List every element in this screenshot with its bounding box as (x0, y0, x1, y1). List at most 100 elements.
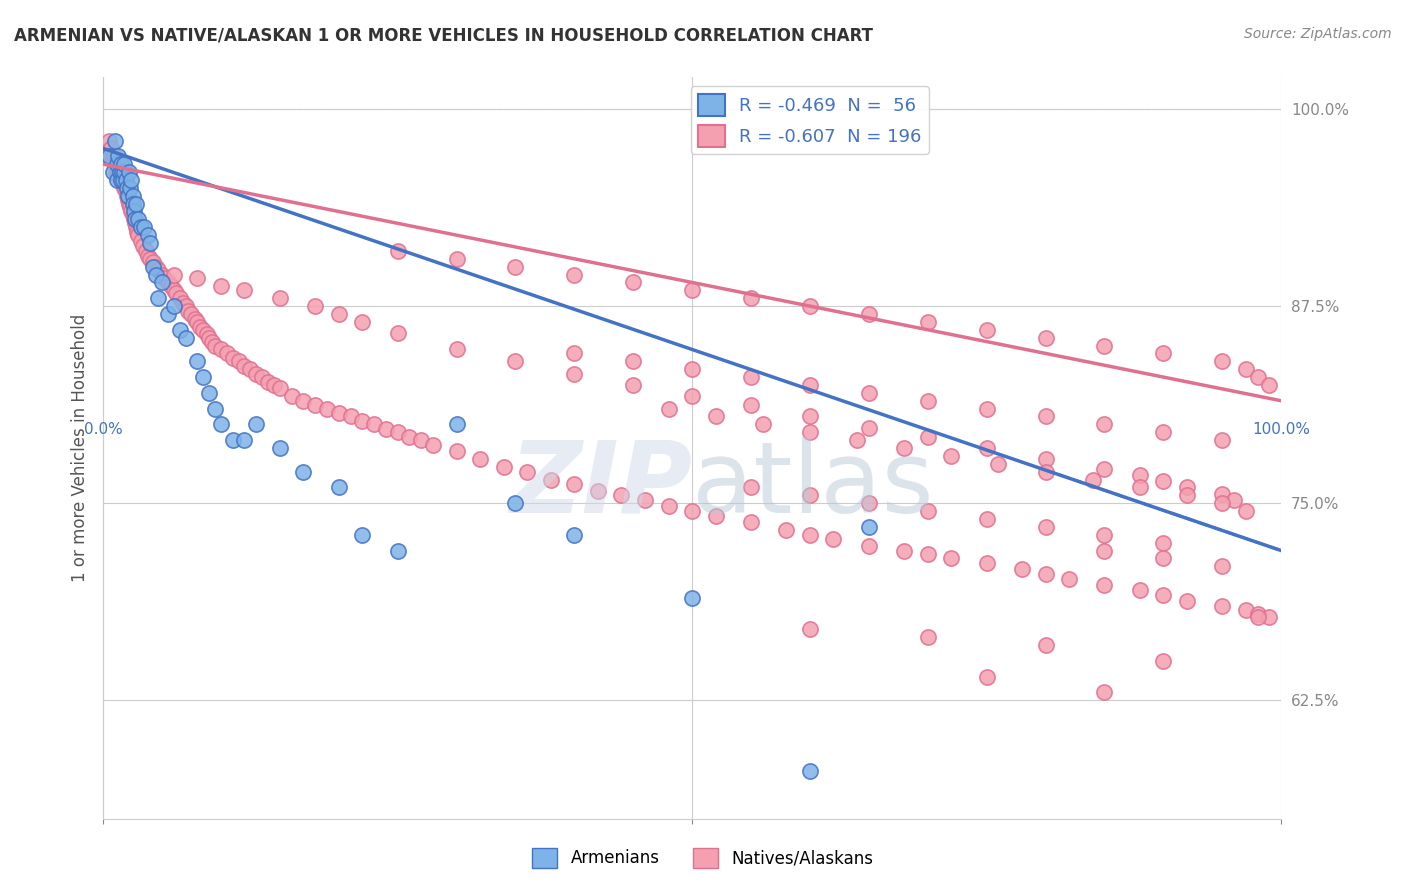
Point (169, 323, 191, 337)
Point (658, 500, 681, 514)
Point (120, 173, 142, 187)
Point (188, 319, 211, 334)
Point (160, 278, 183, 293)
Point (134, 220, 156, 235)
Point (562, 346, 585, 360)
Point (316, 401, 339, 416)
Point (292, 465, 315, 479)
Point (204, 338, 226, 352)
Point (858, 385, 880, 400)
Point (374, 422, 396, 436)
Point (125, 196, 148, 211)
Point (114, 184, 136, 198)
Point (562, 367, 585, 381)
Point (1258, 378, 1281, 392)
Point (163, 299, 186, 313)
Point (941, 551, 963, 566)
Point (976, 512, 998, 526)
Y-axis label: 1 or more Vehicles in Household: 1 or more Vehicles in Household (72, 314, 89, 582)
Point (446, 417, 468, 432)
Point (1211, 599, 1233, 613)
Point (139, 252, 162, 266)
Point (1152, 346, 1174, 360)
Point (1092, 417, 1115, 432)
Point (1035, 409, 1057, 424)
Point (411, 433, 433, 447)
Point (105, 173, 128, 187)
Point (799, 299, 821, 313)
Point (222, 433, 245, 447)
Point (492, 459, 515, 474)
Point (112, 176, 135, 190)
Point (124, 215, 146, 229)
Point (180, 307, 202, 321)
Point (115, 188, 138, 202)
Point (120, 204, 142, 219)
Point (184, 311, 207, 326)
Point (621, 276, 644, 290)
Point (752, 417, 775, 432)
Point (976, 556, 998, 570)
Point (704, 508, 727, 523)
Point (1129, 582, 1152, 597)
Point (893, 543, 915, 558)
Point (1035, 567, 1057, 582)
Point (156, 307, 179, 321)
Point (1152, 474, 1174, 488)
Point (136, 228, 159, 243)
Point (1035, 520, 1057, 534)
Point (127, 212, 149, 227)
Point (104, 157, 127, 171)
Point (446, 342, 468, 356)
Point (1035, 638, 1057, 652)
Point (269, 381, 291, 395)
Point (280, 389, 302, 403)
Point (658, 401, 681, 416)
Point (125, 220, 148, 235)
Point (1129, 480, 1152, 494)
Point (200, 335, 222, 350)
Point (976, 323, 998, 337)
Point (621, 354, 644, 368)
Point (145, 268, 167, 282)
Point (1092, 338, 1115, 352)
Point (740, 370, 762, 384)
Point (112, 157, 135, 171)
Point (263, 378, 285, 392)
Point (799, 764, 821, 779)
Point (387, 425, 409, 440)
Point (186, 354, 208, 368)
Point (387, 326, 409, 340)
Point (245, 367, 267, 381)
Point (917, 504, 939, 518)
Point (118, 165, 141, 179)
Point (799, 488, 821, 502)
Point (304, 299, 326, 313)
Point (145, 260, 167, 274)
Point (1152, 654, 1174, 668)
Point (562, 268, 585, 282)
Point (917, 393, 939, 408)
Point (165, 286, 187, 301)
Point (1152, 535, 1174, 549)
Point (105, 165, 128, 179)
Point (132, 239, 155, 253)
Point (1011, 562, 1033, 576)
Point (245, 417, 267, 432)
Point (110, 173, 132, 187)
Point (1129, 467, 1152, 482)
Point (1092, 461, 1115, 475)
Point (1246, 370, 1268, 384)
Point (586, 483, 609, 498)
Point (893, 441, 915, 455)
Text: 0.0%: 0.0% (84, 422, 122, 437)
Point (304, 399, 326, 413)
Point (799, 425, 821, 440)
Point (1223, 493, 1246, 508)
Point (153, 270, 176, 285)
Point (917, 547, 939, 561)
Point (352, 528, 374, 542)
Point (115, 181, 138, 195)
Point (621, 378, 644, 392)
Point (177, 303, 200, 318)
